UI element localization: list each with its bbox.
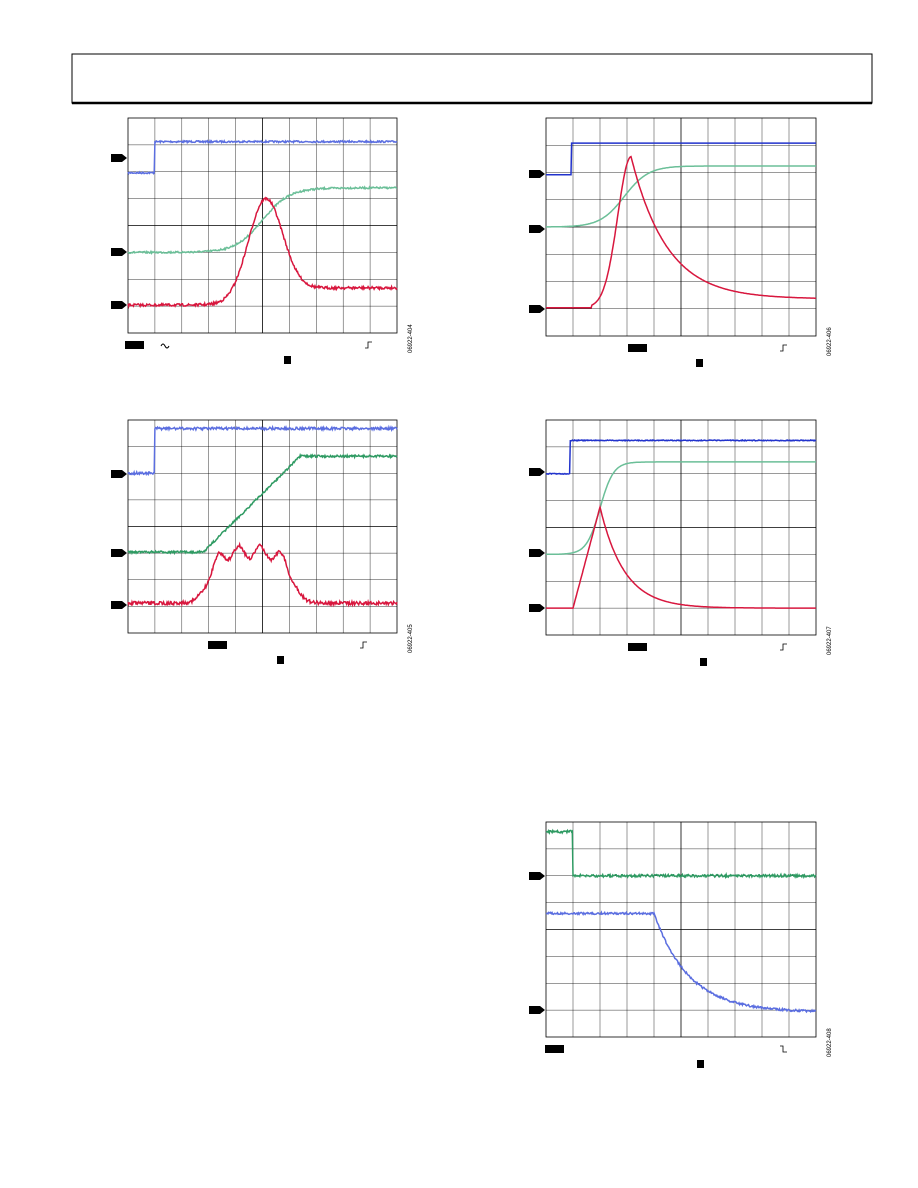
scope-trace (546, 165, 816, 228)
channel-marker (111, 549, 127, 557)
scope-trace (545, 828, 817, 880)
figure-code: 06922-406 (827, 327, 833, 356)
scope-trace (546, 155, 816, 309)
coupling-icon (160, 343, 170, 349)
figure-code: 06922-405 (408, 624, 414, 653)
scale-box (628, 344, 647, 352)
scope-panel: 06922-404 (111, 117, 414, 364)
channel-marker (529, 170, 545, 178)
channel-marker (111, 154, 127, 162)
trigger-box (700, 658, 707, 666)
scope-trace (546, 504, 816, 609)
edge-icon (365, 341, 372, 349)
scope-trace (127, 185, 397, 256)
channel-marker (529, 225, 545, 233)
trigger-box (284, 356, 291, 364)
figure-code: 06922-408 (827, 1028, 833, 1057)
channel-marker (529, 468, 545, 476)
channel-marker (111, 301, 127, 309)
channel-marker (529, 305, 545, 313)
channel-marker (111, 470, 127, 478)
scope-trace (127, 424, 398, 477)
scope-trace (127, 138, 398, 176)
header-box (71, 53, 873, 104)
edge-icon (780, 344, 787, 352)
channel-marker (529, 549, 545, 557)
trigger-box (696, 359, 703, 367)
scope-panel: 06922-407 (529, 419, 833, 666)
trigger-box (697, 1060, 704, 1068)
channel-marker (529, 604, 545, 612)
scope-trace (545, 910, 817, 1014)
scope-trace (127, 196, 398, 309)
scope-panel: 06922-406 (529, 117, 833, 367)
figure-code: 06922-407 (827, 626, 833, 655)
scope-trace (546, 142, 816, 176)
edge-icon (780, 1045, 787, 1053)
channel-marker (529, 872, 545, 880)
scale-box (208, 641, 227, 649)
scale-box (545, 1045, 564, 1053)
channel-marker (111, 248, 127, 256)
channel-marker (111, 601, 127, 609)
scope-trace (127, 541, 398, 608)
figure-code: 06922-404 (408, 324, 414, 353)
scope-trace (545, 438, 817, 476)
edge-icon (780, 643, 787, 651)
scope-trace (127, 452, 398, 556)
channel-marker (529, 1006, 545, 1014)
edge-icon (360, 641, 367, 649)
scale-box (628, 643, 647, 651)
trigger-box (277, 656, 284, 664)
scope-panel: 06922-408 (529, 821, 833, 1068)
scope-trace (546, 461, 816, 556)
scale-box (125, 341, 144, 349)
scope-panel: 06922-405 (111, 419, 414, 664)
